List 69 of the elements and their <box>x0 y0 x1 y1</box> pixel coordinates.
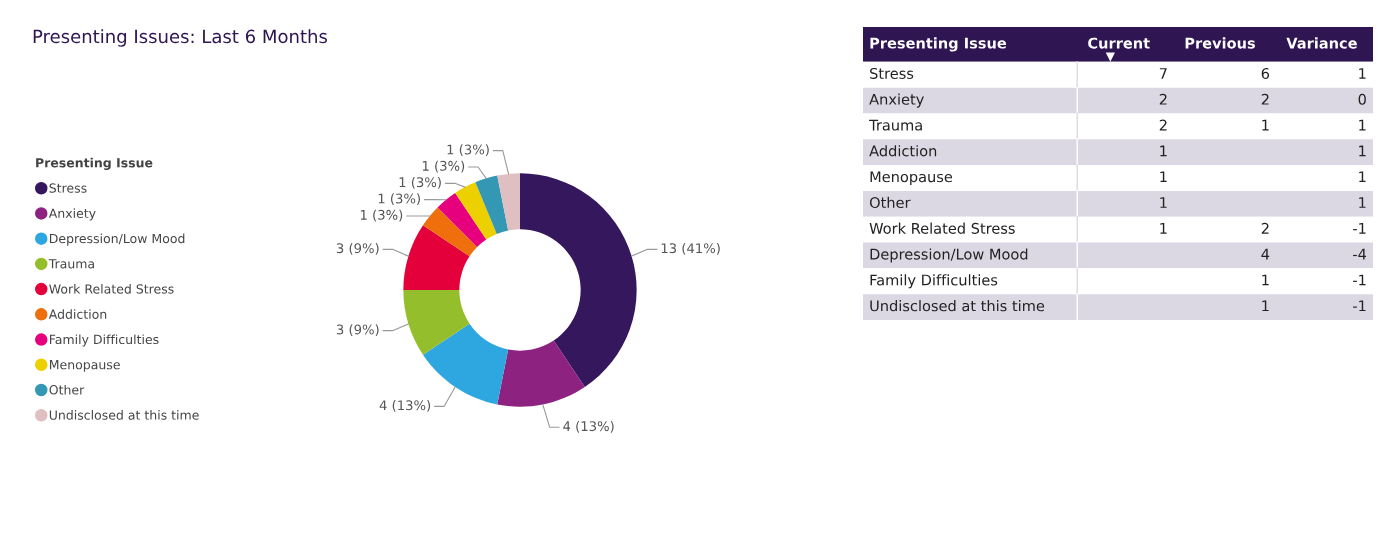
data-label: 1 (3%) <box>399 176 441 189</box>
data-label: 4 <box>1261 248 1270 260</box>
data-label: 1 <box>1262 119 1269 131</box>
y-tick-label: Depression/Low Mood <box>870 248 1028 263</box>
data-label: 1 <box>1160 197 1167 208</box>
data-label: 1 <box>1359 68 1366 79</box>
data-label: 1 <box>1160 171 1167 183</box>
data-label: 1 (3%) <box>422 160 465 173</box>
donut-slice <box>423 207 478 257</box>
data-label: 1 (3%) <box>447 144 489 157</box>
x-tick-label: Variance <box>1286 37 1357 49</box>
legend-label: Work Related Stress <box>49 284 174 294</box>
y-tick-label: Trauma <box>869 119 922 131</box>
y-tick-label: Menopause <box>870 171 953 186</box>
data-label: 1 <box>1160 145 1167 157</box>
data-label: 1 <box>1262 300 1269 312</box>
donut-slice <box>520 173 637 387</box>
legend-label: Family Difficulties <box>49 334 159 347</box>
data-label: 6 <box>1261 67 1270 79</box>
data-label: 2 <box>1261 222 1269 234</box>
legend-label: Stress <box>49 183 87 193</box>
y-tick-label: Addiction <box>869 145 937 157</box>
data-label: 13 (41%) <box>661 242 720 255</box>
donut-slice <box>497 340 585 407</box>
data-label: 2 <box>1159 93 1167 105</box>
chart-title: Presenting Issues: Last 6 Months <box>33 29 328 47</box>
data-label: 2 <box>1159 119 1167 131</box>
legend-label: Other <box>49 384 85 395</box>
donut-slice <box>437 193 487 248</box>
data-label: 1 <box>1160 223 1167 234</box>
x-tick-label: Previous <box>1185 37 1255 49</box>
legend-label: Anxiety <box>48 208 96 221</box>
donut-slice <box>475 175 509 234</box>
legend-label: Menopause <box>49 360 120 372</box>
data-label: 4 (13%) <box>379 400 431 412</box>
data-label: 1 (3%) <box>378 193 420 206</box>
donut-slice <box>497 173 520 231</box>
donut-slice <box>403 225 470 290</box>
donut-slice <box>455 182 497 240</box>
legend-label: Addiction <box>48 309 107 319</box>
donut-slice <box>403 290 470 355</box>
data-label: -1 <box>1353 300 1366 312</box>
y-tick-label: Other <box>869 196 911 209</box>
x-tick-label: Current <box>1088 37 1150 49</box>
legend-label: Undisclosed at this time <box>49 410 199 420</box>
data-label: 0 <box>1358 93 1366 105</box>
y-tick-label: Anxiety <box>869 93 924 108</box>
data-label: 2 <box>1261 93 1269 105</box>
data-label: 1 <box>1359 119 1366 131</box>
y-tick-label: Family Difficulties <box>870 274 998 289</box>
data-label: 1 <box>1262 274 1269 286</box>
data-label: 3 (9%) <box>336 242 379 255</box>
y-axis-title: Presenting Issue <box>870 37 1007 52</box>
data-label: 1 (3%) <box>360 209 403 222</box>
legend-label: Depression/Low Mood <box>49 233 185 246</box>
data-label: 7 <box>1159 68 1167 79</box>
data-label: -4 <box>1353 248 1367 260</box>
data-label: 3 (9%) <box>336 324 379 337</box>
data-label: 4 (13%) <box>563 420 614 433</box>
legend-title: Presenting Issue <box>36 157 153 170</box>
data-label: 1 <box>1359 197 1366 208</box>
y-tick-label: Stress <box>870 67 914 79</box>
data-label: -1 <box>1353 223 1366 234</box>
data-label: 1 <box>1359 145 1366 157</box>
y-tick-label: Undisclosed at this time <box>870 300 1045 312</box>
legend-label: Trauma <box>48 259 94 269</box>
y-tick-label: Work Related Stress <box>869 222 1015 234</box>
data-label: 1 <box>1359 171 1366 183</box>
data-label: -1 <box>1353 274 1366 286</box>
